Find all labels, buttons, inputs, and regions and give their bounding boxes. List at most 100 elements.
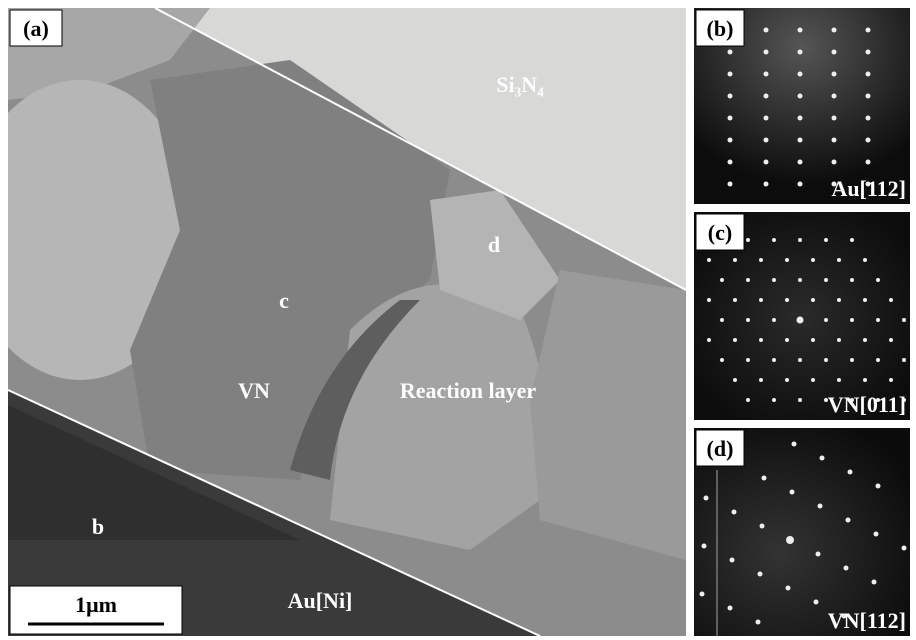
diffraction-spot <box>707 298 711 302</box>
diffraction-spot <box>797 317 804 324</box>
diffraction-spot <box>876 278 880 282</box>
diffraction-spot <box>866 138 871 143</box>
diffraction-spot <box>792 442 797 447</box>
diffraction-spot <box>786 586 791 591</box>
diffraction-spot <box>772 358 776 362</box>
diffraction-spot <box>728 116 733 121</box>
diffraction-spot <box>798 398 802 402</box>
diffraction-spot <box>818 504 823 509</box>
diffraction-spot <box>863 298 867 302</box>
diffraction-spot <box>764 94 769 99</box>
diffraction-spot <box>850 318 854 322</box>
diffraction-spot <box>785 258 789 262</box>
diffraction-spot <box>850 358 854 362</box>
diffraction-spot <box>876 358 880 362</box>
diffraction-spot <box>866 116 871 121</box>
diffraction-spot <box>707 258 711 262</box>
diffraction-spot <box>866 94 871 99</box>
diffraction-spot <box>889 378 893 382</box>
diffraction-spot <box>798 182 803 187</box>
diffraction-spot <box>876 318 880 322</box>
diffraction-spot <box>758 572 763 577</box>
diffraction-spot <box>874 532 879 537</box>
diffraction-spot <box>764 160 769 165</box>
zone-axis: VN[112] <box>828 608 906 633</box>
diffraction-spot <box>764 116 769 121</box>
region-label: b <box>92 514 104 539</box>
diffraction-spot <box>733 338 737 342</box>
diffraction-spot <box>820 456 825 461</box>
panel-label: (d) <box>707 436 734 461</box>
diffraction-spot <box>759 298 763 302</box>
diffraction-spot <box>785 378 789 382</box>
diffraction-spot <box>832 28 837 33</box>
diffraction-spot <box>728 160 733 165</box>
diffraction-spot <box>848 470 853 475</box>
diffraction-spot <box>850 238 854 242</box>
diffraction-spot <box>772 238 776 242</box>
figure: (a) Si₃N₄ d c VN Reaction layer b Au[Ni]… <box>0 0 916 640</box>
region-label: Au[Ni] <box>288 588 353 613</box>
zone-axis: Au[112] <box>831 176 906 201</box>
diffraction-spot <box>832 160 837 165</box>
diffraction-spot <box>811 258 815 262</box>
diffraction-spot <box>730 558 735 563</box>
diffraction-spot <box>772 278 776 282</box>
diffraction-spot <box>798 238 802 242</box>
diffraction-spot <box>814 600 819 605</box>
panel-label: (b) <box>707 16 734 41</box>
diffraction-spot <box>863 378 867 382</box>
diffraction-spot <box>866 72 871 77</box>
diffraction-spot <box>902 358 906 362</box>
diffraction-spot <box>832 50 837 55</box>
diffraction-spot <box>902 546 907 551</box>
diffraction-spot <box>811 378 815 382</box>
zone-axis: VN[011] <box>828 392 906 417</box>
diffraction-spot <box>798 160 803 165</box>
diffraction-spot <box>759 258 763 262</box>
diffraction-spot <box>798 50 803 55</box>
diffraction-spot <box>846 518 851 523</box>
diffraction-spot <box>837 338 841 342</box>
diffraction-spot <box>866 160 871 165</box>
diffraction-spot <box>760 524 765 529</box>
diffraction-spot <box>824 358 828 362</box>
diffraction-spot <box>863 338 867 342</box>
diffraction-spot <box>889 338 893 342</box>
diffraction-spot <box>746 398 750 402</box>
diffraction-spot <box>844 566 849 571</box>
diffraction-spot <box>728 606 733 611</box>
diffraction-spot <box>866 28 871 33</box>
panel-label: (a) <box>23 16 49 41</box>
diffraction-spot <box>876 484 881 489</box>
diffraction-spot <box>850 278 854 282</box>
diffraction-spot <box>798 278 802 282</box>
diffraction-spot <box>733 298 737 302</box>
diffraction-spot <box>798 116 803 121</box>
diffraction-spot <box>772 318 776 322</box>
region-label: Reaction layer <box>400 378 536 403</box>
region-label: Si₃N₄ <box>496 72 544 97</box>
diffraction-spot <box>746 358 750 362</box>
diffraction-spot <box>798 28 803 33</box>
diffraction-spot <box>832 94 837 99</box>
diffraction-spot <box>785 338 789 342</box>
diffraction-spot <box>764 72 769 77</box>
diffraction-spot <box>746 278 750 282</box>
diffraction-spot <box>837 258 841 262</box>
diffraction-spot <box>798 358 802 362</box>
diffraction-spot <box>720 358 724 362</box>
diffraction-spot <box>700 592 705 597</box>
panel-label: (c) <box>708 220 732 245</box>
diffraction-spot <box>762 476 767 481</box>
diffraction-spot <box>728 94 733 99</box>
diffraction-spot <box>798 94 803 99</box>
diffraction-spot <box>707 338 711 342</box>
diffraction-spot <box>832 116 837 121</box>
diffraction-spot <box>816 552 821 557</box>
diffraction-spot <box>811 298 815 302</box>
diffraction-spot <box>863 258 867 262</box>
diffraction-spot <box>733 378 737 382</box>
diffraction-spot <box>811 338 815 342</box>
diffraction-spot <box>764 50 769 55</box>
